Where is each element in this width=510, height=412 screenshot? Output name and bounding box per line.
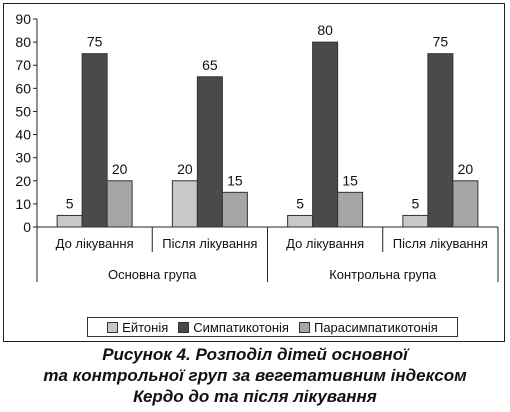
caption-line-1: Рисунок 4. Розподіл дітей основної (102, 345, 408, 364)
data-label: 75 (87, 34, 103, 50)
legend-label: Ейтонія (122, 319, 169, 335)
legend-swatch (298, 321, 310, 333)
y-tick-label: 10 (15, 196, 31, 212)
legend: Ейтонія Симпатикотонія Парасимпатикотонія (87, 317, 458, 337)
legend-item: Симпатикотонія (178, 320, 289, 335)
category-label: Після лікування (162, 236, 257, 251)
data-label: 15 (227, 172, 243, 188)
bar-sympathicotonia (196, 76, 223, 228)
y-tick-label: 20 (15, 173, 31, 189)
legend-swatch (107, 321, 119, 333)
data-label: 20 (458, 161, 474, 177)
bar-eutonia (56, 214, 83, 228)
bar-parasympathicotonia (221, 191, 248, 228)
bar-parasympathicotonia (106, 180, 133, 228)
data-label: 15 (342, 172, 358, 188)
y-tick-label: 40 (15, 127, 31, 143)
data-label: 5 (66, 195, 74, 211)
y-tick-label: 30 (15, 150, 31, 166)
legend-item: Ейтонія (107, 320, 168, 335)
y-tick-label: 60 (15, 80, 31, 96)
bar-sympathicotonia (81, 53, 108, 228)
legend-swatch (178, 321, 190, 333)
data-label: 20 (177, 161, 193, 177)
data-label: 5 (411, 195, 419, 211)
category-label: Після лікування (393, 236, 488, 251)
bar-chart: 0 10 20 30 40 50 60 70 80 90 До лікування 5 75 20 Післ… (15, 11, 499, 282)
bar-eutonia (402, 214, 429, 228)
y-tick-label: 70 (15, 57, 31, 73)
caption-line-3: Кердо до та після лікування (133, 387, 377, 406)
data-label: 20 (112, 161, 128, 177)
data-label: 65 (202, 57, 218, 73)
chart-frame: 0 10 20 30 40 50 60 70 80 90 До лікування 5 75 20 Післ… (3, 3, 505, 342)
y-tick-label: 90 (15, 11, 31, 27)
bar-parasympathicotonia (337, 191, 364, 228)
caption-line-2: та контрольної груп за вегетативним інде… (43, 366, 467, 385)
bar-parasympathicotonia (452, 180, 479, 228)
legend-label: Симпатикотонія (193, 319, 289, 335)
figure-caption: Рисунок 4. Розподіл дітей основної та ко… (0, 344, 510, 407)
data-label: 75 (433, 34, 449, 50)
bar-sympathicotonia (427, 53, 454, 228)
bar-sympathicotonia (312, 41, 339, 228)
y-tick-label: 0 (23, 219, 31, 235)
category-label: До лікування (56, 236, 134, 251)
group-label: Контрольна група (329, 267, 437, 282)
data-label: 80 (317, 22, 333, 38)
group-label: Основна група (108, 267, 197, 282)
bar-eutonia (171, 180, 198, 228)
legend-label: Парасимпатикотонія (313, 319, 438, 335)
legend-item: Парасимпатикотонія (298, 319, 438, 335)
y-tick-label: 80 (15, 34, 31, 50)
y-tick-label: 50 (15, 103, 31, 119)
category-label: До лікування (286, 236, 364, 251)
bar-eutonia (287, 214, 314, 228)
data-label: 5 (296, 195, 304, 211)
